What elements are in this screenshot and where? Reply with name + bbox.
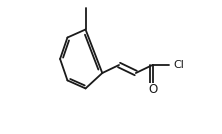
- Text: O: O: [148, 83, 157, 96]
- Text: Cl: Cl: [173, 60, 184, 70]
